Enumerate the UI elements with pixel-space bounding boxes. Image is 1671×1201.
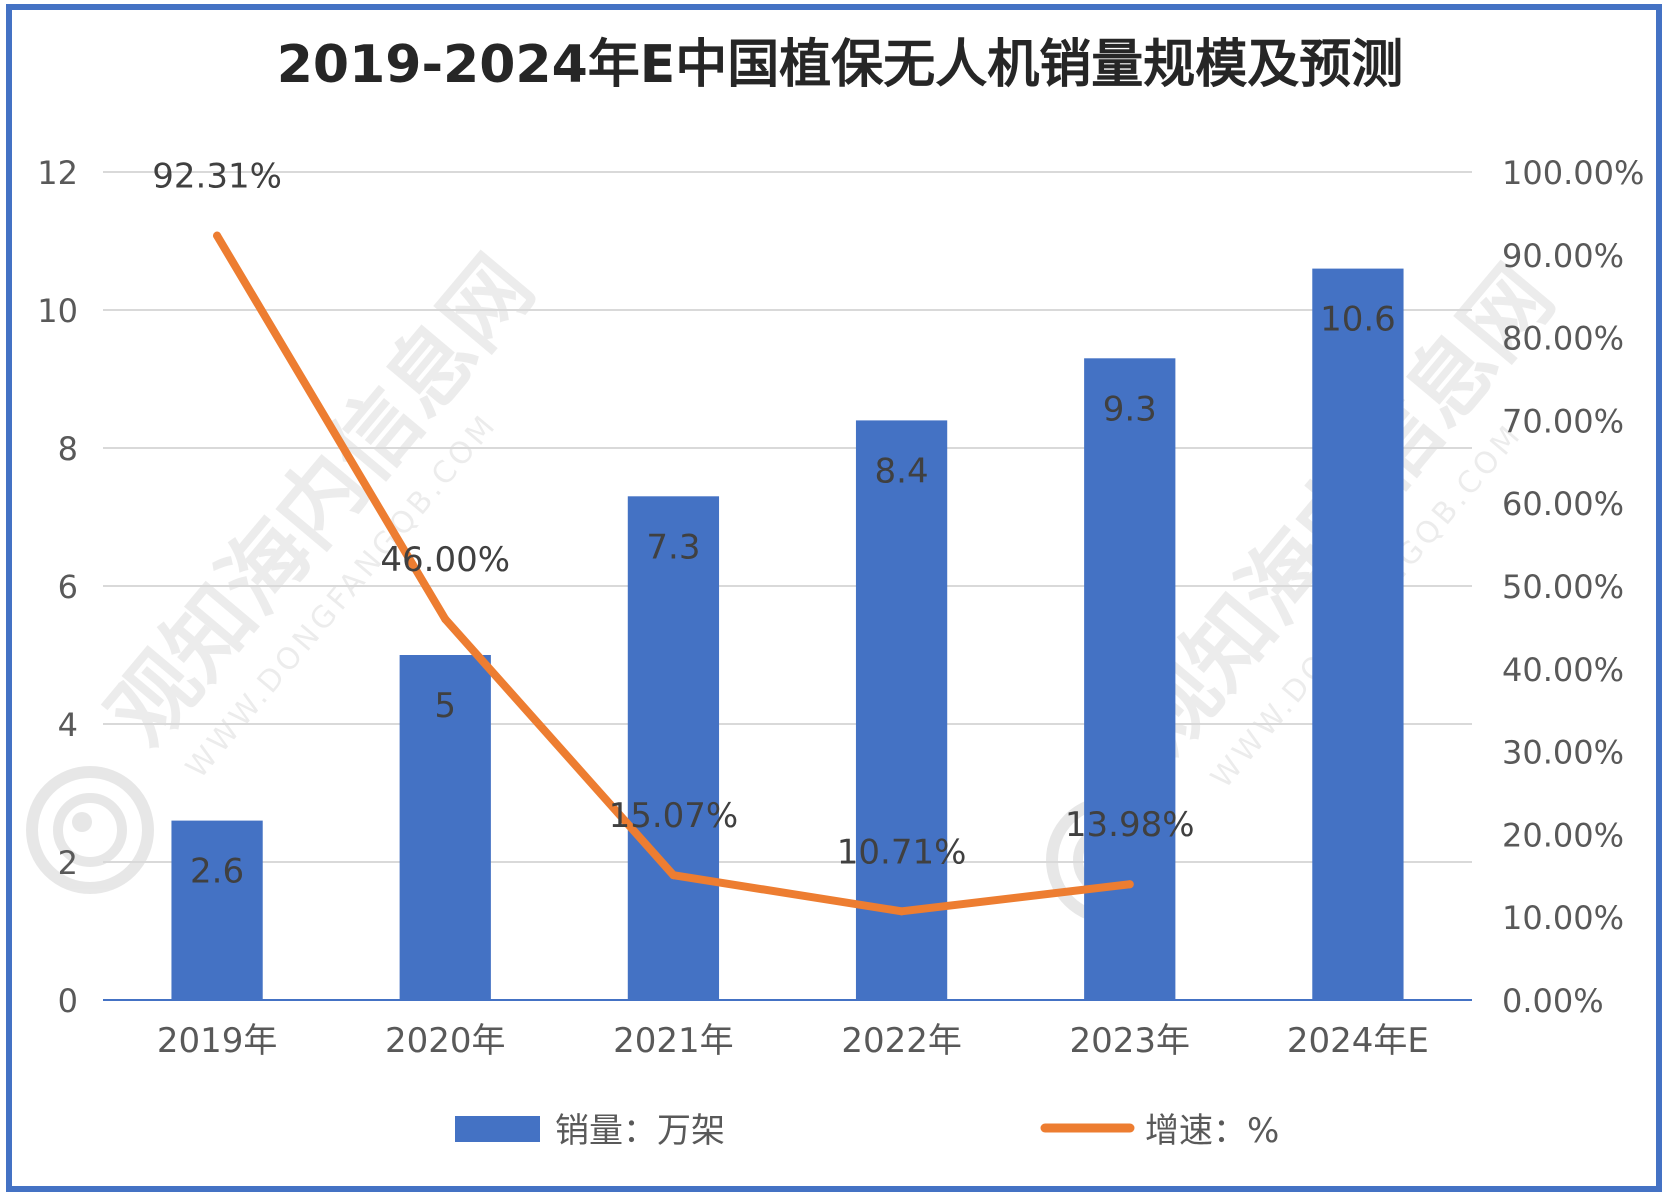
line-point [669,871,678,880]
legend: 销量：万架 增速：% [455,1111,1279,1151]
x-tick-label: 2019年 [157,1021,278,1061]
line-data-labels: 92.31% 46.00% 15.07% 10.71% 13.98% [152,157,1194,873]
y-tick-label: 0 [58,982,78,1020]
y-axis-right: 0.00% 10.00% 20.00% 30.00% 40.00% 50.00% 60.00… [1502,154,1644,1020]
line-data-label: 92.31% [152,157,282,197]
line-series [213,231,1134,916]
line-point [441,615,450,624]
legend-bar-label: 销量：万架 [555,1111,725,1151]
chart-title: 2019-2024年E中国植保无人机销量规模及预测 [277,35,1404,95]
y-axis-left: 0 2 4 6 8 10 12 [37,154,78,1020]
x-axis: 2019年 2020年 2021年 2022年 2023年 2024年E [157,1021,1429,1061]
y-tick-label: 2 [58,844,78,882]
bar [171,820,263,1000]
y-tick-label: 10 [37,292,78,330]
x-tick-label: 2020年 [385,1021,506,1061]
y2-tick-label: 80.00% [1502,320,1624,358]
y2-tick-label: 90.00% [1502,237,1624,275]
bar-data-labels: 2.6 5 7.3 8.4 9.3 10.6 [190,300,1396,892]
y2-tick-label: 20.00% [1502,816,1624,854]
bar-series [171,268,1404,1001]
x-tick-label: 2023年 [1069,1021,1190,1061]
line-data-label: 46.00% [380,540,510,580]
bar-data-label: 9.3 [1103,389,1157,429]
gridlines [103,171,1472,863]
y2-tick-label: 40.00% [1502,651,1624,689]
y2-tick-label: 30.00% [1502,734,1624,772]
line-point [897,907,906,916]
y2-tick-label: 50.00% [1502,568,1624,606]
bar-data-label: 2.6 [190,852,244,892]
y-tick-label: 12 [37,154,78,192]
bar-data-label: 8.4 [875,451,929,491]
y2-tick-label: 0.00% [1502,982,1604,1020]
line-data-label: 13.98% [1065,805,1195,845]
bar [627,496,720,1000]
legend-bar-swatch [455,1116,540,1142]
y2-tick-label: 60.00% [1502,485,1624,523]
x-tick-label: 2024年E [1287,1021,1429,1061]
y2-tick-label: 70.00% [1502,402,1624,440]
y2-tick-label: 100.00% [1502,154,1644,192]
x-tick-label: 2022年 [841,1021,962,1061]
bar [399,655,491,1000]
y-tick-label: 8 [58,430,78,468]
legend-line-label: 增速：% [1145,1111,1279,1151]
y2-tick-label: 10.00% [1502,899,1624,937]
line-data-label: 15.07% [609,796,739,836]
bar [1084,358,1176,1000]
y-tick-label: 4 [58,706,78,744]
bar-data-label: 10.6 [1320,300,1396,340]
bar-data-label: 7.3 [646,527,700,567]
line-point [213,231,222,240]
line-data-label: 10.71% [837,832,967,872]
line-point [1125,880,1134,889]
y-tick-label: 6 [58,568,78,606]
bar-data-label: 5 [434,686,456,726]
x-tick-label: 2021年 [613,1021,734,1061]
watermark-logo-icon [26,766,154,894]
bar [1312,268,1404,1001]
